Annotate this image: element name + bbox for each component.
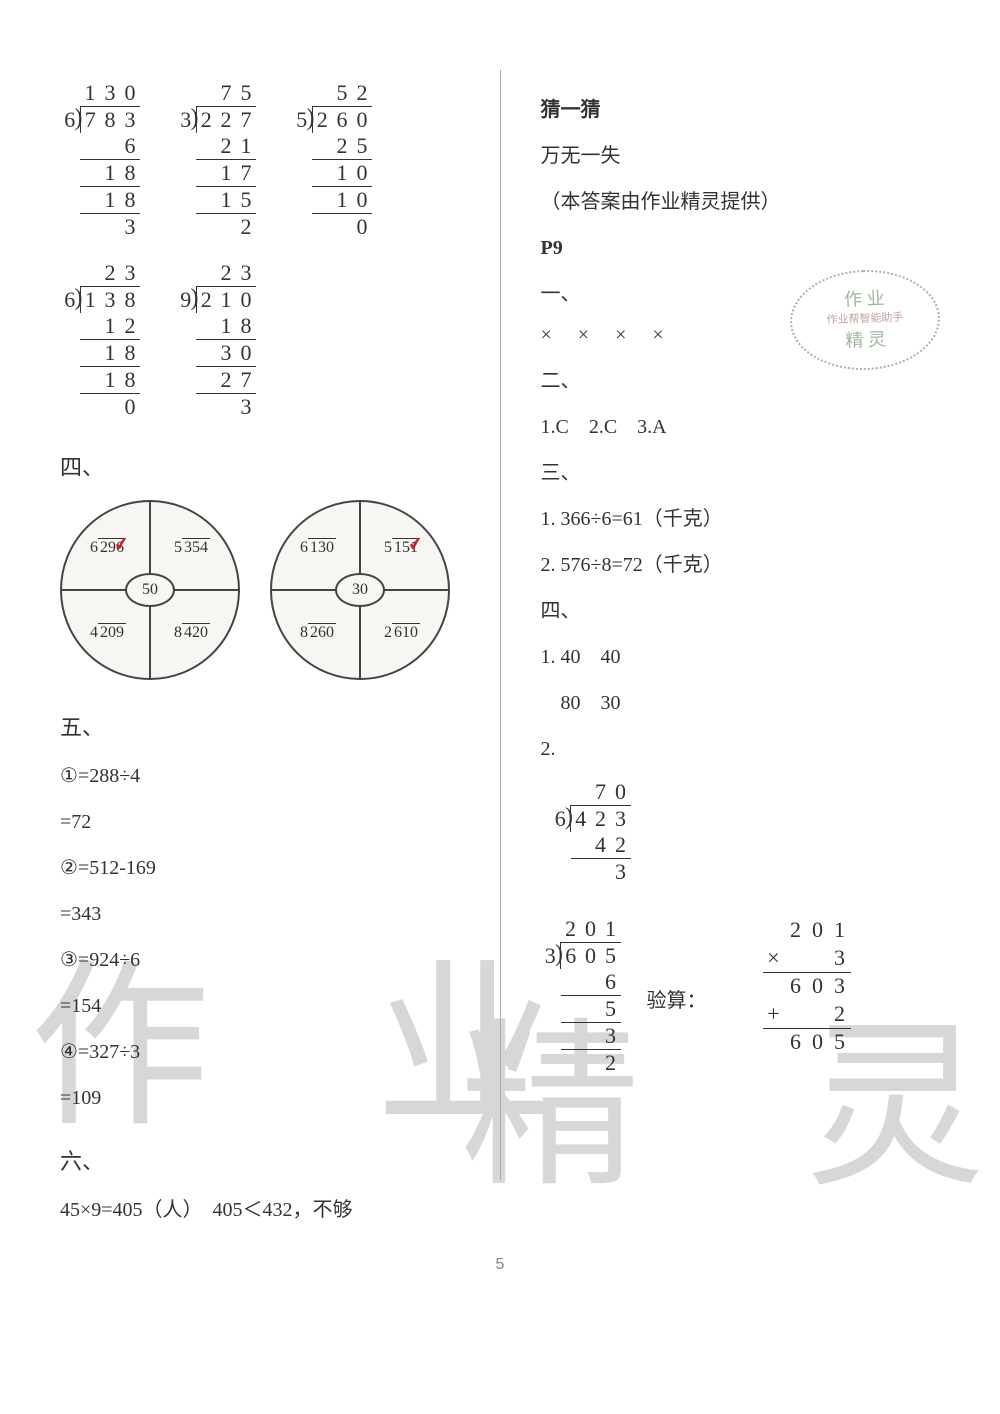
mult-b: 3 <box>829 944 851 972</box>
circle-diagrams: 50 6296✔5354 42098420 30 61305151✔ 82602610 <box>60 500 460 680</box>
section-3-heading: 三、 <box>541 457 941 489</box>
equation-line: =72 <box>60 806 460 838</box>
long-division-605: 20136056532 <box>541 916 621 1081</box>
answer-mark: × <box>615 324 626 347</box>
long-division: 706423423 <box>551 779 631 885</box>
answer-line: 2. 576÷8=72（千克） <box>541 549 941 581</box>
circle-quadrant: 6296✔ <box>68 538 148 557</box>
section-5-equations: ①=288÷4 =72 ②=512-169 =343 ③=924÷6 =154 ④=327÷… <box>60 760 460 1114</box>
long-division: 20136056532 <box>541 916 621 1076</box>
verification-multiplication: 201 ×3 603 +2 605 <box>763 916 851 1056</box>
circle-center: 50 <box>125 573 175 607</box>
circle-quadrant: 5354 <box>152 538 232 557</box>
answer-line: 1. 366÷6=61（千克） <box>541 503 941 535</box>
right-column: 猜一猜 万无一失 （本答案由作业精灵提供） P9 一、 × × × × 二、 1.C … <box>541 80 941 1240</box>
circle-quadrant: 2610 <box>362 623 442 642</box>
section-4-1: 1. 40 40 80 30 <box>541 641 941 719</box>
circle-center: 30 <box>335 573 385 607</box>
circle-diagram: 30 61305151✔ 82602610 <box>270 500 450 680</box>
section-4-heading: 四、 <box>60 450 460 482</box>
equation-line: ②=512-169 <box>60 852 460 884</box>
answer-line: 80 30 <box>541 687 941 719</box>
verify-label: 验算： <box>647 984 707 1013</box>
circle-quadrant: 6130 <box>278 538 358 557</box>
section-4b-heading: 四、 <box>541 595 941 627</box>
section-2-answers: 1.C 2.C 3.A <box>541 411 941 443</box>
guess-title: 猜一猜 <box>541 94 941 126</box>
circle-diagram: 50 6296✔5354 42098420 <box>60 500 240 680</box>
section-4-2-label: 2. <box>541 733 941 765</box>
circle-quadrant: 8420 <box>152 623 232 642</box>
section-3-lines: 1. 366÷6=61（千克） 2. 576÷8=72（千克） <box>541 503 941 581</box>
answer-mark: × <box>541 324 552 347</box>
equation-line: =343 <box>60 898 460 930</box>
answer-line: 1. 40 40 <box>541 641 941 673</box>
mult-a-1: 2 <box>785 916 807 944</box>
section-2-heading: 二、 <box>541 365 941 397</box>
page-ref-p9: P9 <box>541 232 941 264</box>
long-division: 7532272117152 <box>176 80 256 240</box>
section-5-heading: 五、 <box>60 710 460 742</box>
equation-line: ④=327÷3 <box>60 1036 460 1068</box>
long-division-row-1: 1306783618183 7532272117152 5252602510100 <box>60 80 460 240</box>
answer-mark: × <box>652 324 663 347</box>
long-division: 2392101830273 <box>176 260 256 420</box>
section-1-answers: × × × × <box>541 324 941 347</box>
equation-line: ③=924÷6 <box>60 944 460 976</box>
long-division-423: 706423423 <box>551 779 941 890</box>
section-6-heading: 六、 <box>60 1144 460 1176</box>
credit-line: （本答案由作业精灵提供） <box>541 186 941 218</box>
left-column: 130678361818375322721171525252602510100 … <box>60 80 460 1240</box>
guess-answer: 万无一失 <box>541 140 941 172</box>
equation-line: ①=288÷4 <box>60 760 460 792</box>
long-division: 5252602510100 <box>292 80 372 240</box>
circle-quadrant: 8260 <box>278 623 358 642</box>
circle-quadrant: 5151✔ <box>362 538 442 557</box>
answer-mark: × <box>578 324 589 347</box>
section-6-line: 45×9=405（人） 405＜432，不够 <box>60 1194 460 1226</box>
long-division-row-2: 2361381218180 2392101830273 <box>60 260 460 420</box>
equation-line: =154 <box>60 990 460 1022</box>
equation-line: =109 <box>60 1082 460 1114</box>
section-1-heading: 一、 <box>541 278 941 310</box>
column-divider <box>500 70 501 1180</box>
circle-quadrant: 4209 <box>68 623 148 642</box>
long-division: 1306783618183 <box>60 80 140 240</box>
long-division: 2361381218180 <box>60 260 140 420</box>
